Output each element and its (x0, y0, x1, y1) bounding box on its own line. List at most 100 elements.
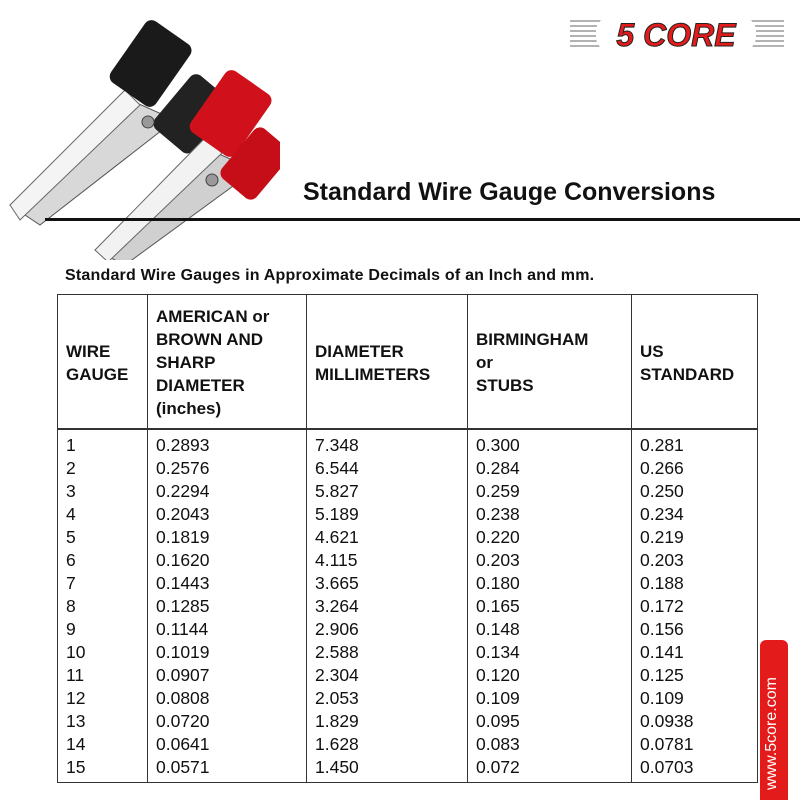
column-header-line: STUBS (476, 376, 534, 395)
column-header-line: (inches) (156, 399, 222, 418)
table-cell: 3 (57, 480, 148, 503)
table-row: 12 0.0808 2.053 0.109 0.109 (57, 687, 758, 710)
column-header: WIRE GAUGE (57, 294, 148, 430)
table-cell: 5.827 (306, 480, 468, 503)
column-header-line: DIAMETER (315, 341, 404, 361)
table-cell: 6.544 (306, 457, 468, 480)
table-cell: 0.1443 (147, 572, 307, 595)
column-header: AMERICAN or BROWN AND SHARP DIAMETER (inches… (147, 294, 307, 430)
column-header-line: MILLIMETERS (315, 364, 431, 384)
column-header-line: WIRE (66, 341, 111, 361)
table-cell: 0.0938 (631, 710, 758, 733)
table-cell: 0.120 (467, 664, 632, 687)
table-cell: 7 (57, 572, 148, 595)
table-cell: 10 (57, 641, 148, 664)
table-row: 4 0.2043 5.189 0.238 0.234 (57, 503, 758, 526)
table-cell: 0.238 (467, 503, 632, 526)
website-text: www.5core.com (763, 677, 780, 790)
table-cell: 0.203 (631, 549, 758, 572)
column-header-line: BROWN AND (156, 330, 264, 349)
website-badge: www.5core.com (760, 640, 788, 800)
table-cell: 0.165 (467, 595, 632, 618)
table-cell: 0.2043 (147, 503, 307, 526)
table-row: 5 0.1819 4.621 0.220 0.219 (57, 526, 758, 549)
svg-text:5 CORE: 5 CORE (616, 17, 737, 53)
table-cell: 3.264 (306, 595, 468, 618)
table-cell: 0.234 (631, 503, 758, 526)
table-cell: 11 (57, 664, 148, 687)
table-cell: 6 (57, 549, 148, 572)
column-header-line: GAUGE (66, 364, 129, 384)
table-cell: 2 (57, 457, 148, 480)
table-cell: 0.0808 (147, 687, 307, 710)
table-cell: 2.588 (306, 641, 468, 664)
table-cell: 0.2294 (147, 480, 307, 503)
table-cell: 0.095 (467, 710, 632, 733)
table-cell: 0.2576 (147, 457, 307, 480)
table-row: 7 0.1443 3.665 0.180 0.188 (57, 572, 758, 595)
table-cell: 13 (57, 710, 148, 733)
table-cell: 0.072 (467, 756, 632, 783)
table-cell: 5 (57, 526, 148, 549)
table-cell: 0.0781 (631, 733, 758, 756)
table-cell: 1.628 (306, 733, 468, 756)
table-cell: 0.0571 (147, 756, 307, 783)
table-cell: 1.829 (306, 710, 468, 733)
column-header-line: US (640, 341, 664, 361)
table-cell: 0.0641 (147, 733, 307, 756)
table-cell: 4 (57, 503, 148, 526)
table-cell: 2.304 (306, 664, 468, 687)
table-cell: 3.665 (306, 572, 468, 595)
page-title: Standard Wire Gauge Conversions (303, 178, 716, 206)
wire-gauge-table: WIRE GAUGE AMERICAN or BROWN AND SHARP DIAMET… (57, 294, 758, 783)
table-cell: 0.266 (631, 457, 758, 480)
table-cell: 9 (57, 618, 148, 641)
column-header-line: or (476, 353, 493, 372)
table-row: 13 0.0720 1.829 0.095 0.0938 (57, 710, 758, 733)
table-cell: 0.0703 (631, 756, 758, 783)
table-cell: 12 (57, 687, 148, 710)
table-cell: 0.1819 (147, 526, 307, 549)
table-cell: 0.134 (467, 641, 632, 664)
table-cell: 7.348 (306, 429, 468, 457)
table-cell: 8 (57, 595, 148, 618)
table-cell: 4.115 (306, 549, 468, 572)
table-cell: 15 (57, 756, 148, 783)
table-header-row: WIRE GAUGE AMERICAN or BROWN AND SHARP DIAMET… (57, 294, 758, 430)
table-cell: 0.220 (467, 526, 632, 549)
table-caption: Standard Wire Gauges in Approximate Deci… (65, 267, 595, 284)
table-row: 2 0.2576 6.544 0.284 0.266 (57, 457, 758, 480)
red-clip (94, 70, 280, 260)
table-row: 6 0.1620 4.115 0.203 0.203 (57, 549, 758, 572)
table-cell: 0.1144 (147, 618, 307, 641)
column-header-line: STANDARD (640, 364, 735, 384)
table-row: 10 0.1019 2.588 0.134 0.141 (57, 641, 758, 664)
column-header: DIAMETER MILLIMETERS (306, 294, 468, 430)
table-row: 3 0.2294 5.827 0.259 0.250 (57, 480, 758, 503)
table-cell: 0.0907 (147, 664, 307, 687)
column-header: BIRMINGHAM or STUBS (467, 294, 632, 430)
table-row: 9 0.1144 2.906 0.148 0.156 (57, 618, 758, 641)
table-cell: 0.1285 (147, 595, 307, 618)
table-cell: 0.1019 (147, 641, 307, 664)
table-cell: 0.180 (467, 572, 632, 595)
table-cell: 0.172 (631, 595, 758, 618)
table-cell: 0.284 (467, 457, 632, 480)
column-header-line: SHARP (156, 353, 216, 372)
table-cell: 0.281 (631, 429, 758, 457)
table-cell: 0.219 (631, 526, 758, 549)
table-cell: 0.203 (467, 549, 632, 572)
table-cell: 0.188 (631, 572, 758, 595)
table-cell: 0.259 (467, 480, 632, 503)
column-header-line: DIAMETER (156, 376, 245, 395)
table-cell: 1 (57, 429, 148, 457)
column-header-line: BIRMINGHAM (476, 330, 589, 349)
table-cell: 0.250 (631, 480, 758, 503)
table-cell: 0.2893 (147, 429, 307, 457)
table-cell: 1.450 (306, 756, 468, 783)
table-cell: 0.0720 (147, 710, 307, 733)
table-cell: 2.053 (306, 687, 468, 710)
table-cell: 0.300 (467, 429, 632, 457)
table-row: 1 0.2893 7.348 0.300 0.281 (57, 429, 758, 457)
table-row: 11 0.0907 2.304 0.120 0.125 (57, 664, 758, 687)
